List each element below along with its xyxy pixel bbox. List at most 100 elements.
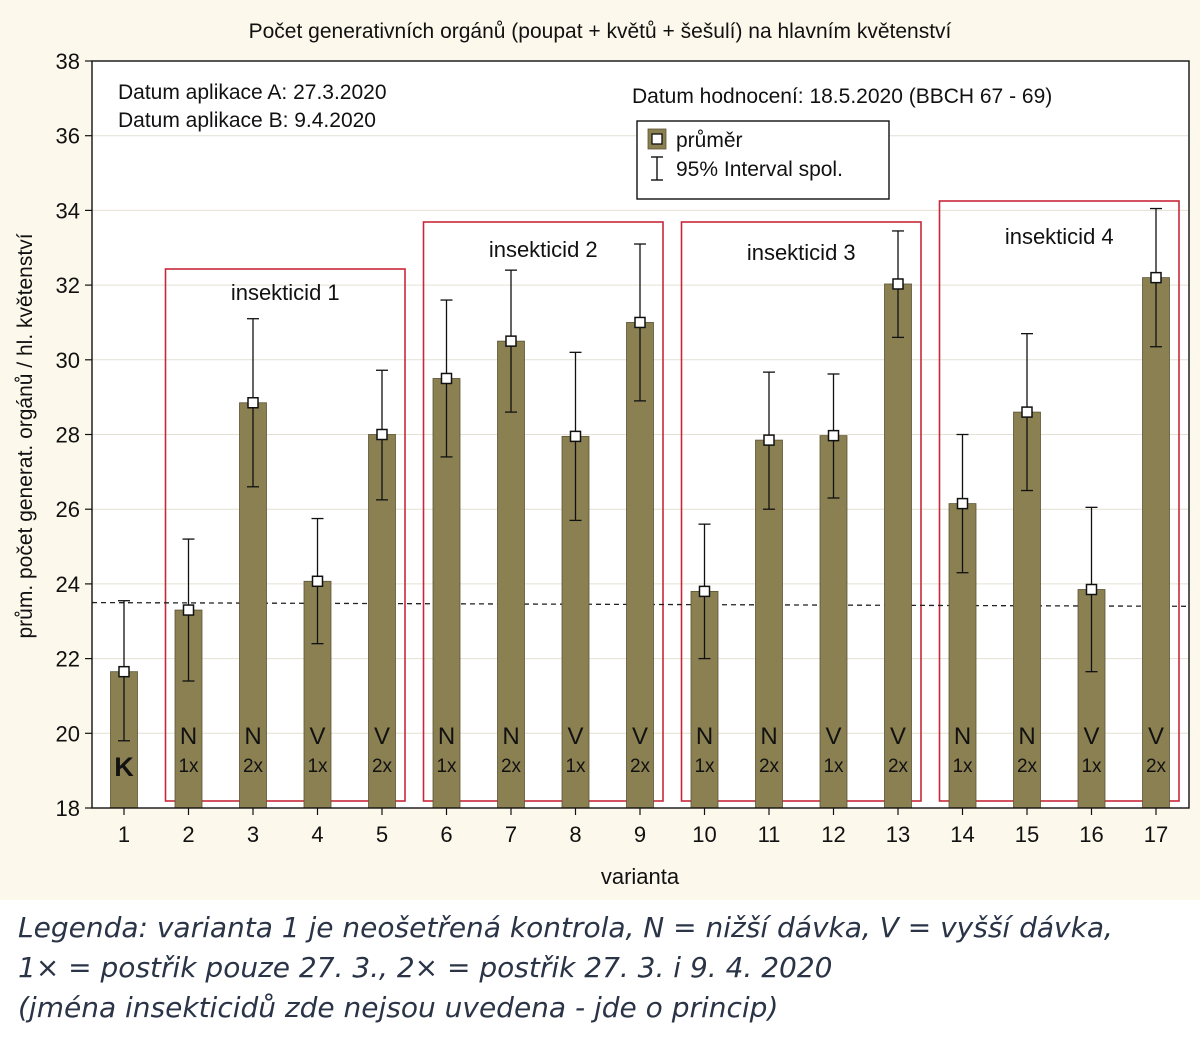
annotation-evaluation-date: Datum hodnocení: 18.5.2020 (BBCH 67 - 69…	[632, 85, 1052, 108]
caption-line-3: (jména insekticidů zde nejsou uvedena - …	[18, 991, 779, 1024]
bar-dose-label: K	[114, 752, 134, 782]
y-tick-label: 22	[56, 647, 80, 672]
mean-marker	[505, 335, 517, 347]
mean-marker	[311, 575, 324, 588]
bar-frequency-label: 1x	[952, 756, 973, 777]
x-tick-label: 6	[440, 822, 452, 847]
legend-box	[636, 120, 890, 200]
x-tick-label: 5	[376, 822, 388, 847]
chart-title: Počet generativních orgánů (poupat + kvě…	[249, 20, 952, 43]
mean-marker	[827, 429, 840, 442]
bar-dose-label: N	[438, 723, 455, 750]
mean-marker	[440, 372, 453, 385]
bar-dose-label: N	[760, 723, 777, 750]
x-tick-label: 7	[505, 822, 517, 847]
bar	[497, 340, 525, 809]
x-tick-label: 4	[311, 822, 323, 847]
axes	[85, 60, 1190, 815]
bar-dose-label: V	[374, 723, 390, 750]
x-tick-label: 17	[1144, 822, 1168, 847]
bar-dose-label: V	[825, 723, 841, 750]
mean-marker	[182, 604, 195, 616]
x-tick-label: 13	[886, 822, 910, 847]
x-tick-label: 9	[634, 822, 646, 847]
mean-marker	[763, 434, 775, 446]
legend-entry-ci: 95% Interval spol.	[676, 158, 843, 181]
y-tick-label: 38	[56, 49, 80, 74]
mean-marker	[956, 497, 969, 510]
bar-dose-label: V	[1083, 723, 1099, 750]
mean-marker	[892, 278, 904, 290]
bar-frequency-label: 1x	[565, 756, 586, 777]
bar-dose-label: V	[890, 723, 906, 750]
group-box	[422, 221, 664, 802]
y-tick-label: 26	[56, 497, 80, 522]
bar-frequency-label: 2x	[243, 756, 264, 777]
x-tick-label: 15	[1015, 822, 1039, 847]
bar	[1142, 277, 1170, 809]
x-axis-label: varianta	[601, 864, 680, 889]
group-box	[938, 200, 1180, 802]
y-tick-label: 24	[56, 572, 80, 597]
y-tick-label: 36	[56, 124, 80, 149]
y-tick-label: 18	[56, 796, 80, 821]
bar-dose-label: N	[244, 723, 261, 750]
bar-frequency-label: 2x	[888, 756, 909, 777]
bar-frequency-label: 2x	[501, 756, 522, 777]
chart-figure: 18 20 22 24 26 28 30 32 34 36 38 insekticid 1 insekt…	[0, 0, 1200, 900]
bar-frequency-label: 1x	[694, 756, 715, 777]
bars	[110, 277, 1170, 809]
group-boxes	[164, 200, 1180, 802]
caption-line-1: Legenda: varianta 1 je neošetřená kontro…	[18, 911, 1113, 944]
x-tick-label: 16	[1079, 822, 1103, 847]
bar-dose-label: N	[696, 723, 713, 750]
x-tick-label: 1	[118, 822, 130, 847]
bar-dose-label: N	[180, 723, 197, 750]
bar-frequency-label: 1x	[436, 756, 457, 777]
group-label: insekticid 1	[231, 280, 340, 305]
annotation-date-b: Datum aplikace B: 9.4.2020	[118, 109, 376, 132]
y-tick-label: 34	[56, 198, 80, 223]
bar-dose-label: V	[1148, 723, 1164, 750]
x-tick-label: 10	[692, 822, 716, 847]
bar-frequency-label: 1x	[823, 756, 844, 777]
mean-marker	[118, 665, 130, 678]
mean-marker	[1085, 583, 1098, 596]
bar-frequency-label: 1x	[307, 756, 328, 777]
x-tick-label: 2	[182, 822, 194, 847]
bar-frequency-label: 1x	[1081, 756, 1102, 777]
bar-dose-label: N	[502, 723, 519, 750]
group-box	[680, 221, 922, 802]
annotation-date-a: Datum aplikace A: 27.3.2020	[118, 81, 387, 104]
y-tick-label: 28	[56, 423, 80, 448]
group-box	[164, 268, 406, 802]
bar-frequency-label: 2x	[759, 756, 780, 777]
bar-dose-label: N	[954, 723, 971, 750]
mean-marker	[376, 428, 388, 441]
bar-frequency-label: 2x	[1146, 756, 1167, 777]
bar-frequency-label: 2x	[372, 756, 393, 777]
bar-frequency-label: 2x	[1017, 756, 1038, 777]
x-tick-label: 12	[821, 822, 845, 847]
bar	[884, 283, 912, 809]
legend-caption: Legenda: varianta 1 je neošetřená kontro…	[18, 908, 1188, 1028]
legend-marker-mean	[651, 133, 663, 145]
y-axis-label: prům. počet generat. orgánů / hl. květen…	[14, 233, 37, 638]
y-tick-label: 20	[56, 721, 80, 746]
mean-marker	[698, 585, 711, 598]
legend-entry-mean: průměr	[676, 129, 743, 152]
group-label: insekticid 4	[1005, 224, 1114, 249]
bar	[690, 590, 719, 809]
bar-dose-label: V	[309, 723, 325, 750]
y-tick-label: 32	[56, 273, 80, 298]
bar-dose-label: N	[1018, 723, 1035, 750]
mean-marker	[247, 397, 259, 409]
bar-dose-label: V	[632, 723, 648, 750]
mean-marker	[569, 430, 582, 443]
y-tick-label: 30	[56, 348, 80, 373]
x-tick-label: 11	[758, 822, 781, 847]
caption-line-2: 1× = postřik pouze 27. 3., 2× = postřik …	[18, 951, 833, 984]
group-label: insekticid 3	[747, 240, 856, 265]
